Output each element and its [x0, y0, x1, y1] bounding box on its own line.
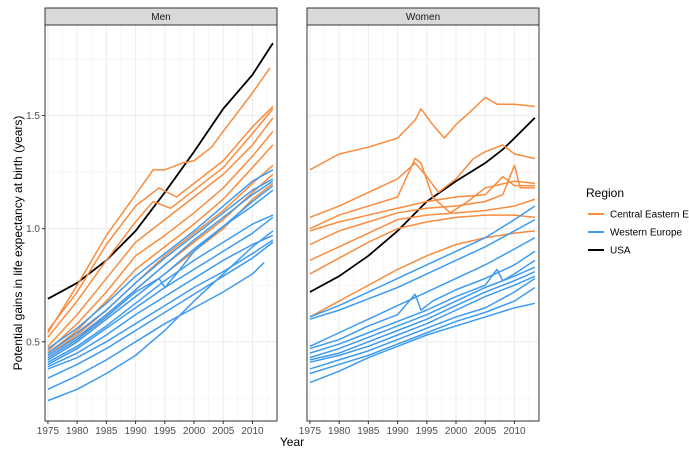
series-line-we — [47, 180, 274, 357]
series-line-cee — [309, 214, 535, 275]
x-tick-label: 2005 — [474, 426, 497, 437]
legend-label: Western Europe — [610, 228, 683, 239]
series-line-we — [47, 178, 274, 354]
series-line-we — [309, 277, 536, 370]
series-line-cee — [47, 108, 274, 338]
series-line-we — [309, 286, 536, 375]
series-line-we — [309, 270, 536, 361]
facet-strip-label: Men — [151, 12, 170, 23]
y-tick-label: 0.5 — [26, 337, 40, 348]
x-tick-label: 2005 — [212, 426, 235, 437]
x-tick-label: 1975 — [299, 426, 322, 437]
legend-label: USA — [610, 246, 631, 257]
series-line-usa — [309, 117, 536, 293]
x-tick-label: 1985 — [357, 426, 380, 437]
x-tick-label: 1980 — [328, 426, 351, 437]
y-tick-label: 1.5 — [26, 111, 40, 122]
series-line-cee — [309, 144, 536, 219]
x-tick-label: 2010 — [503, 426, 526, 437]
series-line-cee — [47, 105, 274, 331]
x-tick-label: 1990 — [124, 426, 147, 437]
x-tick-label: 2010 — [241, 426, 264, 437]
series-line-cee — [47, 164, 274, 356]
series-line-we — [309, 266, 536, 359]
series-line-cee — [47, 67, 271, 334]
legend-title: Region — [586, 186, 624, 200]
series-line-cee — [309, 96, 535, 171]
series-line-we — [47, 239, 274, 370]
series-line-we — [309, 218, 536, 320]
x-axis-title: Year — [280, 435, 304, 449]
y-axis-title: Potential gains in life expectancy at bi… — [11, 116, 25, 371]
series-line-we — [309, 250, 536, 350]
x-tick-label: 2000 — [445, 426, 468, 437]
series-line-we — [309, 205, 536, 318]
series-line-cee — [309, 157, 535, 230]
series-line-we — [47, 216, 274, 366]
legend-label: Central Eastern Europe — [610, 210, 689, 221]
series-line-cee — [47, 117, 274, 347]
series-line-cee — [309, 198, 536, 262]
series-line-we — [47, 214, 274, 363]
facet-strip-label: Women — [406, 12, 440, 23]
x-tick-label: 1985 — [95, 426, 118, 437]
panel-men: Men 1975 1980 1985 1990 1995 2000 2005 2010 0.5 1.… — [26, 7, 278, 437]
x-tick-label: 1980 — [66, 426, 89, 437]
series-line-we — [47, 234, 274, 368]
series-line-cee — [47, 130, 274, 352]
series-line-cee — [309, 164, 535, 246]
x-tick-label: 1975 — [37, 426, 60, 437]
panel-border — [306, 24, 540, 422]
x-tick-label: 1995 — [416, 426, 439, 437]
series-line-we — [309, 302, 536, 384]
facet-panels: Men 1975 1980 1985 1990 1995 2000 2005 2010 0.5 1.… — [26, 7, 540, 437]
series-line-we — [47, 262, 265, 391]
x-tick-label: 2000 — [183, 426, 206, 437]
x-tick-label: 1995 — [154, 426, 177, 437]
panel-women: Women 1975 1980 1985 1990 1995 2000 2005 2010 — [299, 7, 540, 437]
series-line-cee — [309, 230, 535, 318]
series-line-we — [309, 275, 536, 363]
series-line-we — [47, 230, 274, 402]
y-tick-label: 1.0 — [26, 224, 40, 235]
legend: Region Central Eastern Europe Western Eur… — [586, 186, 689, 257]
series-line-we — [47, 169, 274, 350]
series-line-we — [47, 189, 274, 361]
panel-border — [44, 24, 278, 422]
series-line-we — [47, 241, 274, 379]
series-line-we — [309, 237, 536, 348]
x-tick-label: 1990 — [386, 426, 409, 437]
